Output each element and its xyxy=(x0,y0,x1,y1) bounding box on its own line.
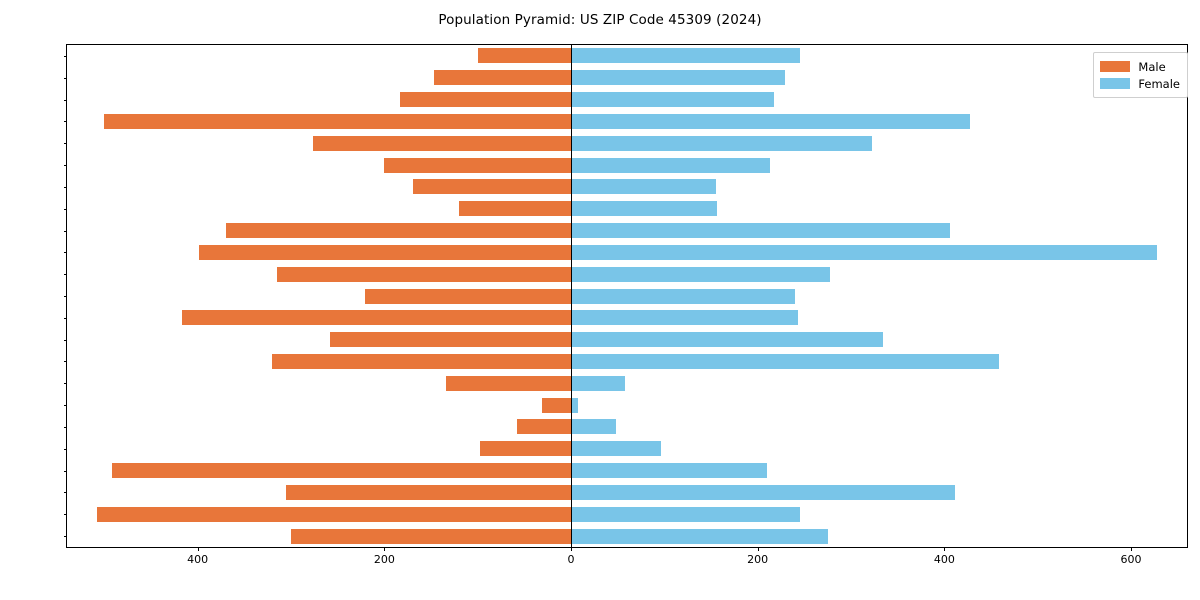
bar-male xyxy=(277,266,571,282)
y-axis-tick-mark xyxy=(63,383,67,385)
zero-axis-line xyxy=(571,45,572,547)
bar-female xyxy=(571,179,716,195)
bar-male xyxy=(104,113,571,129)
bar-female xyxy=(571,419,616,435)
plot-area: 85+80-8475-7970-7467-6965-6662-6460-6155… xyxy=(63,44,1188,566)
y-axis-tick-mark xyxy=(63,361,67,363)
bar-male xyxy=(291,528,571,544)
x-axis-tick-label: 200 xyxy=(747,553,769,566)
y-axis-tick-mark xyxy=(63,448,67,450)
bar-female xyxy=(571,92,775,108)
bar-female xyxy=(571,484,955,500)
legend-item[interactable]: Male xyxy=(1100,58,1180,75)
x-axis-tick-mark xyxy=(571,547,572,551)
bar-female xyxy=(571,48,800,64)
bar-male xyxy=(542,397,571,413)
y-axis-tick-mark xyxy=(63,405,67,407)
bar-male xyxy=(225,223,571,239)
bar-female xyxy=(571,244,1158,260)
bar-female xyxy=(571,397,579,413)
y-axis-tick-mark xyxy=(63,99,67,101)
bar-male xyxy=(198,244,571,260)
bar-male xyxy=(400,92,571,108)
y-axis-tick-mark xyxy=(63,208,67,210)
x-axis-tick-mark xyxy=(1131,547,1132,551)
y-axis-tick-mark xyxy=(63,121,67,123)
y-axis-tick-mark xyxy=(63,55,67,57)
bar-male xyxy=(516,419,571,435)
bar-male xyxy=(477,48,571,64)
x-axis-tick-label: 400 xyxy=(933,553,955,566)
y-axis-tick-mark xyxy=(63,252,67,254)
bar-female xyxy=(571,528,828,544)
legend-label: Female xyxy=(1138,76,1180,91)
bar-female xyxy=(571,463,767,479)
y-axis-tick-mark xyxy=(63,470,67,472)
bar-female xyxy=(571,288,795,304)
y-axis-tick-mark xyxy=(63,339,67,341)
bar-female xyxy=(571,266,831,282)
bar-female xyxy=(571,353,1000,369)
x-axis-tick-mark xyxy=(384,547,386,551)
bar-female xyxy=(571,70,785,86)
bar-female xyxy=(571,201,717,217)
plot-inner xyxy=(67,45,1187,547)
bar-female xyxy=(571,157,770,173)
legend-label: Male xyxy=(1138,59,1166,74)
bar-male xyxy=(479,441,571,457)
bar-male xyxy=(433,70,571,86)
y-axis-tick-mark xyxy=(63,492,67,494)
y-axis-tick-mark xyxy=(63,186,67,188)
bar-male xyxy=(330,332,571,348)
bar-female xyxy=(571,135,872,151)
chart-title: Population Pyramid: US ZIP Code 45309 (2… xyxy=(438,12,762,28)
legend-color-swatch xyxy=(1100,78,1131,89)
y-axis-tick-mark xyxy=(63,317,67,319)
x-axis-tick-label: 200 xyxy=(373,553,395,566)
bar-male xyxy=(459,201,571,217)
y-axis-tick-mark xyxy=(63,426,67,428)
y-axis-tick-mark xyxy=(63,77,67,79)
x-axis-tick-label: 0 xyxy=(567,553,575,566)
bar-male xyxy=(96,506,571,522)
bar-female xyxy=(571,223,950,239)
bar-male xyxy=(286,484,571,500)
bar-female xyxy=(571,506,800,522)
y-axis-tick-mark xyxy=(63,165,67,167)
chart-legend[interactable]: Male Female xyxy=(1093,52,1188,98)
y-axis-tick-mark xyxy=(63,230,67,232)
bar-male xyxy=(111,463,571,479)
bar-male xyxy=(413,179,571,195)
x-axis-tick-mark xyxy=(197,547,199,551)
y-axis-tick-mark xyxy=(63,536,67,538)
bar-male xyxy=(272,353,571,369)
x-axis-tick-label: 600 xyxy=(1120,553,1142,566)
bar-male xyxy=(181,310,571,326)
x-axis-tick-mark xyxy=(944,547,946,551)
bar-male xyxy=(445,375,571,391)
x-axis-tick-label: 400 xyxy=(187,553,209,566)
bar-female xyxy=(571,332,883,348)
y-axis-tick-mark xyxy=(63,143,67,145)
legend-item[interactable]: Female xyxy=(1100,75,1180,92)
bar-male xyxy=(384,157,571,173)
legend-color-swatch xyxy=(1100,61,1131,72)
bar-male xyxy=(364,288,571,304)
bar-female xyxy=(571,375,626,391)
y-axis-tick-mark xyxy=(63,296,67,297)
bar-male xyxy=(313,135,571,151)
bar-female xyxy=(571,310,798,326)
x-axis-tick-mark xyxy=(757,547,759,551)
bar-female xyxy=(571,441,661,457)
y-axis-tick-mark xyxy=(63,274,67,276)
bar-female xyxy=(571,113,970,129)
y-axis-tick-mark xyxy=(63,514,67,516)
